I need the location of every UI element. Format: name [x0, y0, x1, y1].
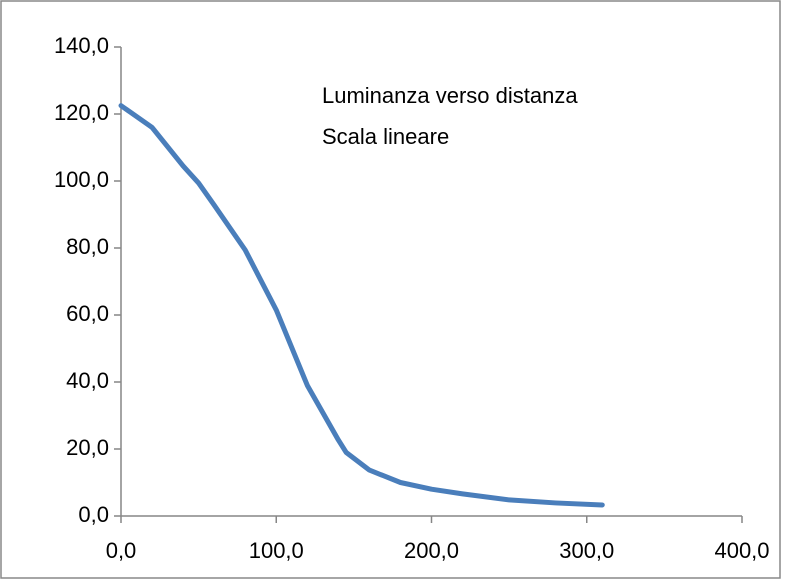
x-tick-label: 0,0: [106, 538, 137, 563]
y-tick-label: 0,0: [78, 502, 109, 527]
x-tick-label: 400,0: [714, 538, 769, 563]
y-tick-label: 140,0: [54, 33, 109, 58]
y-tick-label: 20,0: [66, 435, 109, 460]
y-tick-label: 40,0: [66, 368, 109, 393]
x-tick-label: 100,0: [249, 538, 304, 563]
y-tick-label: 120,0: [54, 100, 109, 125]
annotation: Luminanza verso distanza: [322, 83, 578, 108]
x-tick-label: 200,0: [404, 538, 459, 563]
y-tick-label: 100,0: [54, 167, 109, 192]
data-line: [118, 103, 605, 508]
y-tick-label: 60,0: [66, 301, 109, 326]
x-tick-label: 300,0: [559, 538, 614, 563]
y-tick-label: 80,0: [66, 234, 109, 259]
annotation: Scala lineare: [322, 124, 449, 149]
